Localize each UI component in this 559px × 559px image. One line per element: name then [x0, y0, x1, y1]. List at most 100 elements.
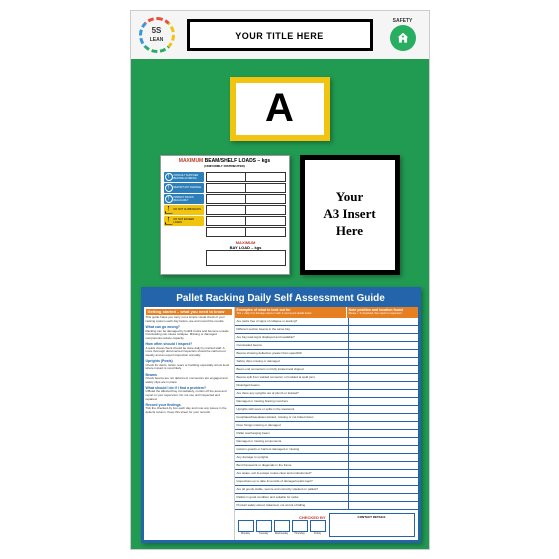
checklist-note-cell[interactable] — [349, 494, 417, 501]
checklist-note-cell[interactable] — [349, 430, 417, 437]
checklist-row: Different section beams in the same bay — [235, 326, 418, 334]
warning-text: CONSULT SUPPLIER BEFORE ALTERING — [174, 174, 203, 180]
checklist-note-cell[interactable] — [349, 422, 417, 429]
checklist-row: Column guards or barriers damaged or mis… — [235, 446, 418, 454]
guide-col2-header: Note position and location found Please … — [347, 307, 418, 319]
checklist-row: Are aisles, exit & escape routes clear a… — [235, 470, 418, 478]
checklist-item-text: Damaged or missing bracing members — [235, 398, 350, 405]
checklist-item-text: Safety clips missing or damaged — [235, 358, 350, 365]
5s-lean-logo: 5S LEAN — [139, 17, 175, 53]
checklist-item-text: Different section beams in the same bay — [235, 326, 350, 333]
checklist-note-cell[interactable] — [349, 462, 417, 469]
checklist-item-text: Uprights with tears or splits in the ste… — [235, 406, 350, 413]
checklist-note-cell[interactable] — [349, 486, 417, 493]
checklist-note-cell[interactable] — [349, 478, 417, 485]
contact-details-box: CONTACT DETAILS — [329, 513, 415, 537]
checklist-note-cell[interactable] — [349, 342, 417, 349]
checklist-note-cell[interactable] — [349, 334, 417, 341]
a3-insert-placeholder[interactable]: Your A3 Insert Here — [300, 155, 400, 275]
warning-item: !DO NOT CLIMB RACKS — [164, 205, 204, 215]
checklist-note-cell[interactable] — [349, 406, 417, 413]
day-check-box[interactable] — [292, 520, 308, 532]
checklist-note-cell[interactable] — [349, 318, 417, 325]
guide-footer: CHECKED BY MondayTuesdayWednesdayThursda… — [235, 510, 418, 540]
guide-checklist-column: Examples of what to look out for Tick ✓ … — [234, 307, 418, 541]
checklist-note-cell[interactable] — [349, 366, 417, 373]
checklist-note-cell[interactable] — [349, 398, 417, 405]
checklist-note-cell[interactable] — [349, 358, 417, 365]
checklist-note-cell[interactable] — [349, 454, 417, 461]
guide-col1-header: Examples of what to look out for Tick ✓ … — [235, 307, 347, 319]
warning-item: !INSPECT RACKS REGULARLY — [164, 194, 204, 204]
aisle-letter-card[interactable]: A — [230, 77, 330, 141]
guide-section-text: Offload the affected bay immediately, co… — [146, 390, 232, 401]
guide-section-text: This guide helps you carry out a simple … — [146, 316, 232, 323]
checklist-row: Floor fixings missing or damaged — [235, 422, 418, 430]
guide-section-text: Racking can be damaged by forklift truck… — [146, 330, 232, 341]
checklist-note-cell[interactable] — [349, 382, 417, 389]
checklist-row: Beams split from welded connector or buc… — [235, 374, 418, 382]
checklist-note-cell[interactable] — [349, 502, 417, 509]
warning-symbol-icon: ! — [165, 195, 173, 203]
max-load-title: MAXIMUM BEAM/SHELF LOADS – kgs (UNIFORML… — [164, 159, 286, 170]
guide-left-header: Getting started – what you need to know — [146, 309, 232, 316]
checklist-note-cell[interactable] — [349, 446, 417, 453]
checklist-row: Damaged or missing components — [235, 438, 418, 446]
checklist-item-text: Are all goods stable, secure and correct… — [235, 486, 350, 493]
checklist-note-cell[interactable] — [349, 326, 417, 333]
day-check-box[interactable] — [274, 520, 290, 532]
checklist-item-text: Pallet overhanging beam — [235, 430, 350, 437]
guide-section-text: A quick visual check should be done dail… — [146, 347, 232, 358]
checklist-note-cell[interactable] — [349, 390, 417, 397]
checklist-item-text: Pallets in good condition and suitable f… — [235, 494, 350, 501]
checklist-row: Footplates/baseplates twisted, missing o… — [235, 414, 418, 422]
warning-text: INSPECT RACKS REGULARLY — [174, 196, 203, 202]
checklist-item-text: Are bay load signs displayed and readabl… — [235, 334, 350, 341]
warning-text: REPORT ANY DAMAGE — [174, 186, 202, 189]
checklist-row: Pallet overhanging beam — [235, 430, 418, 438]
checklist-note-cell[interactable] — [349, 438, 417, 445]
day-check-box[interactable] — [310, 520, 326, 532]
checklist-item-text: Bent framework or diagonals in the frame — [235, 462, 350, 469]
checklist-row: Bent framework or diagonals in the frame — [235, 462, 418, 470]
day-check-box[interactable] — [238, 520, 254, 532]
checklist-row: Overloaded beams — [235, 342, 418, 350]
checklist-row: Safety clips missing or damaged — [235, 358, 418, 366]
checklist-row: Pallets in good condition and suitable f… — [235, 494, 418, 502]
a3-insert-text: Your A3 Insert Here — [323, 189, 375, 240]
max-load-sign: MAXIMUM BEAM/SHELF LOADS – kgs (UNIFORML… — [160, 155, 290, 275]
checklist-row: Beam end connectors not fully located an… — [235, 366, 418, 374]
checklist-item-text: Product safely stored, balanced, not at … — [235, 502, 350, 509]
title-placeholder-box[interactable]: YOUR TITLE HERE — [187, 19, 373, 51]
warning-item: !CONSULT SUPPLIER BEFORE ALTERING — [164, 172, 204, 182]
checklist-note-cell[interactable] — [349, 350, 417, 357]
checked-by-boxes[interactable] — [238, 520, 326, 532]
checklist-note-cell[interactable] — [349, 470, 417, 477]
checklist-item-text: Damaged or missing components — [235, 438, 350, 445]
warning-item: !REPORT ANY DAMAGE — [164, 183, 204, 193]
load-row — [206, 216, 286, 226]
safety-badge: SAFETY — [385, 18, 421, 51]
warning-symbol-icon: ! — [165, 206, 173, 214]
checklist-item-text: Inspections up to date & records of dama… — [235, 478, 350, 485]
safety-circle-icon — [390, 25, 416, 51]
checklist-row: Uprights with tears or splits in the ste… — [235, 406, 418, 414]
checklist-item-text: Are there any uprights out of plumb or t… — [235, 390, 350, 397]
checklist-item-text: Are aisles, exit & escape routes clear a… — [235, 470, 350, 477]
warning-item: !DO NOT EXCEED LOADS — [164, 216, 204, 226]
checklist-row: Inspections up to date & records of dama… — [235, 478, 418, 486]
warning-text: DO NOT CLIMB RACKS — [174, 208, 201, 211]
checklist-item-text: Overloaded beams — [235, 342, 350, 349]
checklist-note-cell[interactable] — [349, 374, 417, 381]
checklist-note-cell[interactable] — [349, 414, 417, 421]
checklist-row: Damaged or missing bracing members — [235, 398, 418, 406]
title-text: YOUR TITLE HERE — [235, 31, 324, 41]
checklist-row: Are racks free of signs of collapse or l… — [235, 318, 418, 326]
warning-text: DO NOT EXCEED LOADS — [174, 218, 203, 224]
guide-section-text: Check beams are not deformed, connectors… — [146, 377, 232, 384]
day-check-box[interactable] — [256, 520, 272, 532]
board-body: A MAXIMUM BEAM/SHELF LOADS – kgs (UNIFOR… — [131, 59, 429, 554]
checklist-item-text: Beams showing deflection greater than sp… — [235, 350, 350, 357]
checklist-item-text: Footplates/baseplates twisted, missing o… — [235, 414, 350, 421]
checklist-row: Are bay load signs displayed and readabl… — [235, 334, 418, 342]
